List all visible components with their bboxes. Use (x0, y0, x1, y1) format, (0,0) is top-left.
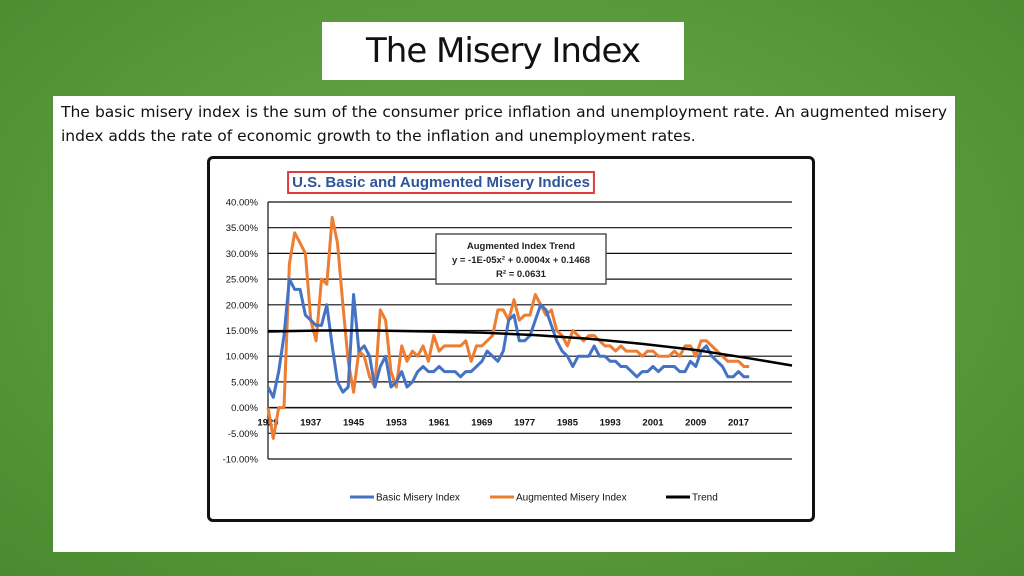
legend-label: Augmented Misery Index (516, 493, 627, 504)
intro-paragraph: The basic misery index is the sum of the… (61, 103, 947, 145)
x-tick-label: 1945 (343, 418, 365, 429)
trend-line (267, 329, 793, 367)
trend-annotation-line: y = -1E-05x² + 0.0004x + 0.1468 (452, 255, 590, 266)
legend-label: Basic Misery Index (376, 493, 460, 504)
trend-annotation-line: Augmented Index Trend (467, 241, 575, 252)
x-tick-label: 1977 (514, 418, 535, 429)
x-tick-label: 1969 (471, 418, 492, 429)
x-tick-label: 2009 (685, 418, 706, 429)
x-tick-label: 1985 (557, 418, 579, 429)
trend-annotation-line: R² = 0.0631 (496, 269, 547, 280)
chart-title: U.S. Basic and Augmented Misery Indices (292, 174, 590, 191)
y-tick-label: -10.00% (223, 455, 259, 466)
x-tick-label: 1929 (257, 418, 278, 429)
y-tick-label: 30.00% (226, 249, 259, 260)
title-box: The Misery Index (322, 22, 684, 80)
legend-label: Trend (692, 493, 718, 504)
x-tick-label: 1993 (600, 418, 621, 429)
chart-title-border (287, 171, 595, 194)
x-tick-label: 2017 (728, 418, 749, 429)
y-tick-label: 15.00% (226, 326, 259, 337)
y-tick-label: -5.00% (228, 429, 259, 440)
basic-misery-index-line (266, 277, 750, 399)
y-tick-label: 40.00% (226, 198, 259, 209)
x-tick-label: 1953 (386, 418, 407, 429)
y-tick-label: 35.00% (226, 223, 259, 234)
misery-index-chart: U.S. Basic and Augmented Misery Indices 4… (223, 171, 793, 504)
y-tick-label: 25.00% (226, 275, 259, 286)
y-tick-label: 20.00% (226, 300, 259, 311)
y-tick-label: 5.00% (231, 377, 258, 388)
chart-frame: U.S. Basic and Augmented Misery Indices 4… (207, 156, 815, 522)
x-tick-label: 1937 (300, 418, 321, 429)
content-panel: The basic misery index is the sum of the… (53, 96, 955, 552)
slide-title: The Misery Index (366, 31, 641, 71)
y-tick-label: 10.00% (226, 352, 259, 363)
x-tick-label: 2001 (642, 418, 664, 429)
x-tick-label: 1961 (429, 418, 451, 429)
trend-annotation-box (435, 233, 607, 285)
y-tick-label: 0.00% (231, 403, 258, 414)
